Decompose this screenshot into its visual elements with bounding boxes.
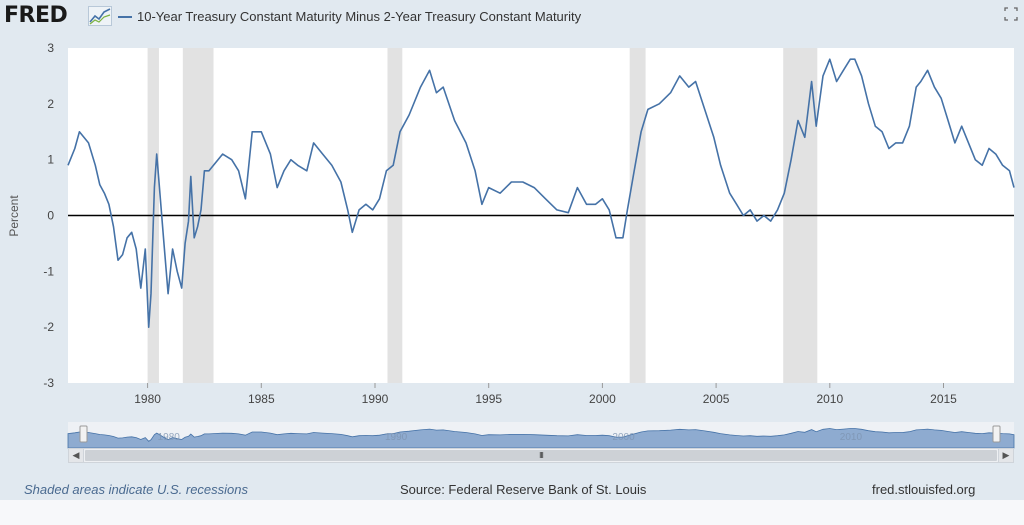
y-tick-label: 1 bbox=[47, 153, 54, 167]
x-tick-label: 2010 bbox=[816, 392, 843, 406]
navigator-labels: 1980 1990 2000 2010 bbox=[158, 432, 863, 443]
fred-logo: FRED bbox=[4, 3, 68, 28]
chart-legend[interactable]: 10-Year Treasury Constant Maturity Minus… bbox=[118, 9, 581, 24]
range-scrollbar[interactable]: ◀ III ▶ bbox=[68, 448, 1014, 463]
navigator-right-handle[interactable] bbox=[992, 425, 1001, 443]
fullscreen-icon[interactable] bbox=[1003, 6, 1019, 22]
navigator-series-area bbox=[67, 428, 1015, 449]
x-tick-label: 1980 bbox=[134, 392, 161, 406]
y-tick-label: 2 bbox=[47, 97, 54, 111]
scrollbar-thumb[interactable]: III bbox=[85, 450, 997, 461]
y-tick-label: -1 bbox=[43, 264, 54, 278]
y-axis-label: Percent bbox=[7, 195, 21, 237]
x-tick-label: 1990 bbox=[362, 392, 389, 406]
range-navigator[interactable]: 1980 1990 2000 2010 bbox=[0, 418, 1024, 450]
y-tick-label: 0 bbox=[47, 209, 54, 223]
x-axis-ticks: 1980 1985 1990 1995 2000 2005 2010 2015 bbox=[134, 383, 957, 406]
source-credit: Source: Federal Reserve Bank of St. Loui… bbox=[400, 482, 647, 497]
chart-frame: FRED 10-Year Treasury Constant Maturity … bbox=[0, 0, 1024, 500]
legend-series-swatch bbox=[118, 15, 132, 18]
legend-series-label: 10-Year Treasury Constant Maturity Minus… bbox=[137, 9, 582, 24]
navigator-left-handle[interactable] bbox=[79, 425, 88, 443]
series-line bbox=[67, 58, 1015, 328]
navigator-label: 2010 bbox=[840, 432, 863, 443]
navigator-label: 2000 bbox=[612, 432, 635, 443]
line-chart-icon bbox=[88, 6, 112, 26]
navigator-label: 1990 bbox=[385, 432, 408, 443]
recession-note: Shaded areas indicate U.S. recessions bbox=[24, 482, 249, 497]
x-tick-label: 1995 bbox=[475, 392, 502, 406]
line-chart: 3 2 1 0 -1 -2 -3 1980 1985 1990 1995 2000 2005 2010 2… bbox=[7, 41, 1015, 406]
x-tick-label: 1985 bbox=[248, 392, 275, 406]
fred-link[interactable]: fred.stlouisfed.org bbox=[872, 482, 976, 497]
y-tick-label: -3 bbox=[43, 376, 54, 390]
y-axis-ticks: 3 2 1 0 -1 -2 -3 bbox=[43, 41, 54, 390]
scroll-right-button[interactable]: ▶ bbox=[998, 449, 1013, 462]
x-tick-label: 2000 bbox=[589, 392, 616, 406]
y-tick-label: 3 bbox=[47, 41, 54, 55]
x-tick-label: 2015 bbox=[930, 392, 957, 406]
x-tick-label: 2005 bbox=[703, 392, 730, 406]
navigator-label: 1980 bbox=[158, 432, 181, 443]
y-tick-label: -2 bbox=[43, 320, 54, 334]
scroll-left-button[interactable]: ◀ bbox=[69, 449, 84, 462]
